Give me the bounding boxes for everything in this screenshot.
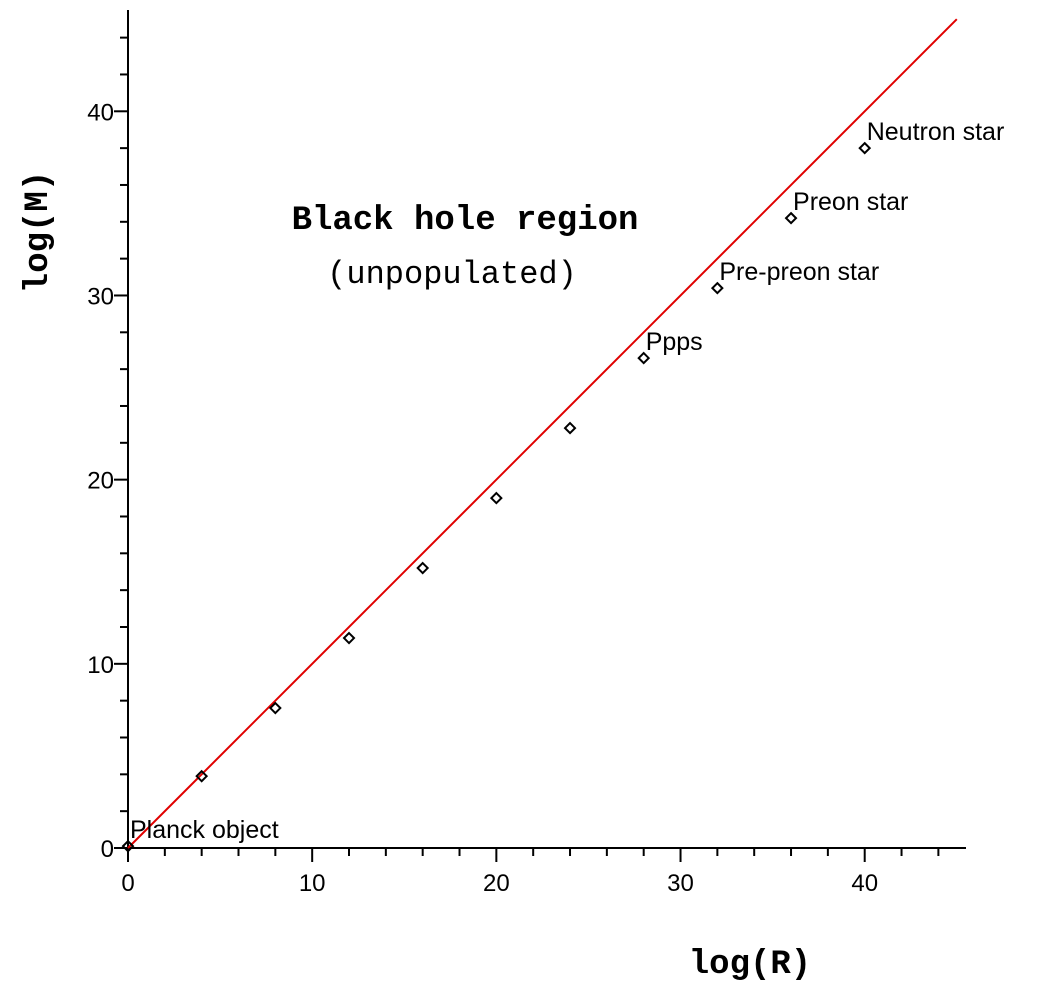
data-point (416, 561, 430, 575)
data-point (195, 769, 209, 783)
x-axis-title: log(R) (689, 946, 811, 984)
data-point (489, 491, 503, 505)
data-point (121, 839, 135, 853)
x-tick-label: 10 (299, 870, 326, 897)
boundary-line-layer (127, 18, 958, 849)
point-labels: Planck object Ppps Pre-preon star Preon sta… (130, 118, 1004, 844)
point-label: Ppps (646, 328, 703, 356)
y-axis-title: log(M) (20, 171, 58, 293)
data-point (342, 631, 356, 645)
y-tick-label: 20 (87, 468, 114, 495)
region-annotation-title: Black hole region (292, 202, 639, 240)
region-annotation-subtitle: (unpopulated) (327, 256, 577, 293)
y-tick-label: 10 (87, 652, 114, 679)
data-point (268, 701, 282, 715)
boundary-line (127, 18, 958, 849)
point-label: Pre-preon star (719, 258, 879, 286)
data-point (563, 421, 577, 435)
data-points (121, 141, 872, 853)
x-tick-label: 0 (121, 870, 134, 897)
y-tick-label: 40 (87, 99, 114, 126)
y-tick-label: 0 (101, 836, 114, 863)
data-point (710, 281, 724, 295)
point-label: Neutron star (867, 118, 1005, 146)
axes (127, 10, 966, 849)
data-point (858, 141, 872, 155)
x-tick-label: 20 (483, 870, 510, 897)
data-point (784, 211, 798, 225)
point-label: Preon star (793, 188, 908, 216)
x-tick-label: 40 (851, 870, 878, 897)
x-tick-label: 30 (667, 870, 694, 897)
data-point (637, 351, 651, 365)
point-label: Planck object (130, 816, 279, 844)
y-tick-label: 30 (87, 283, 114, 310)
tick-marks (114, 36, 940, 862)
tick-labels: 0 10 20 30 40 0 10 20 30 40 (87, 99, 878, 897)
